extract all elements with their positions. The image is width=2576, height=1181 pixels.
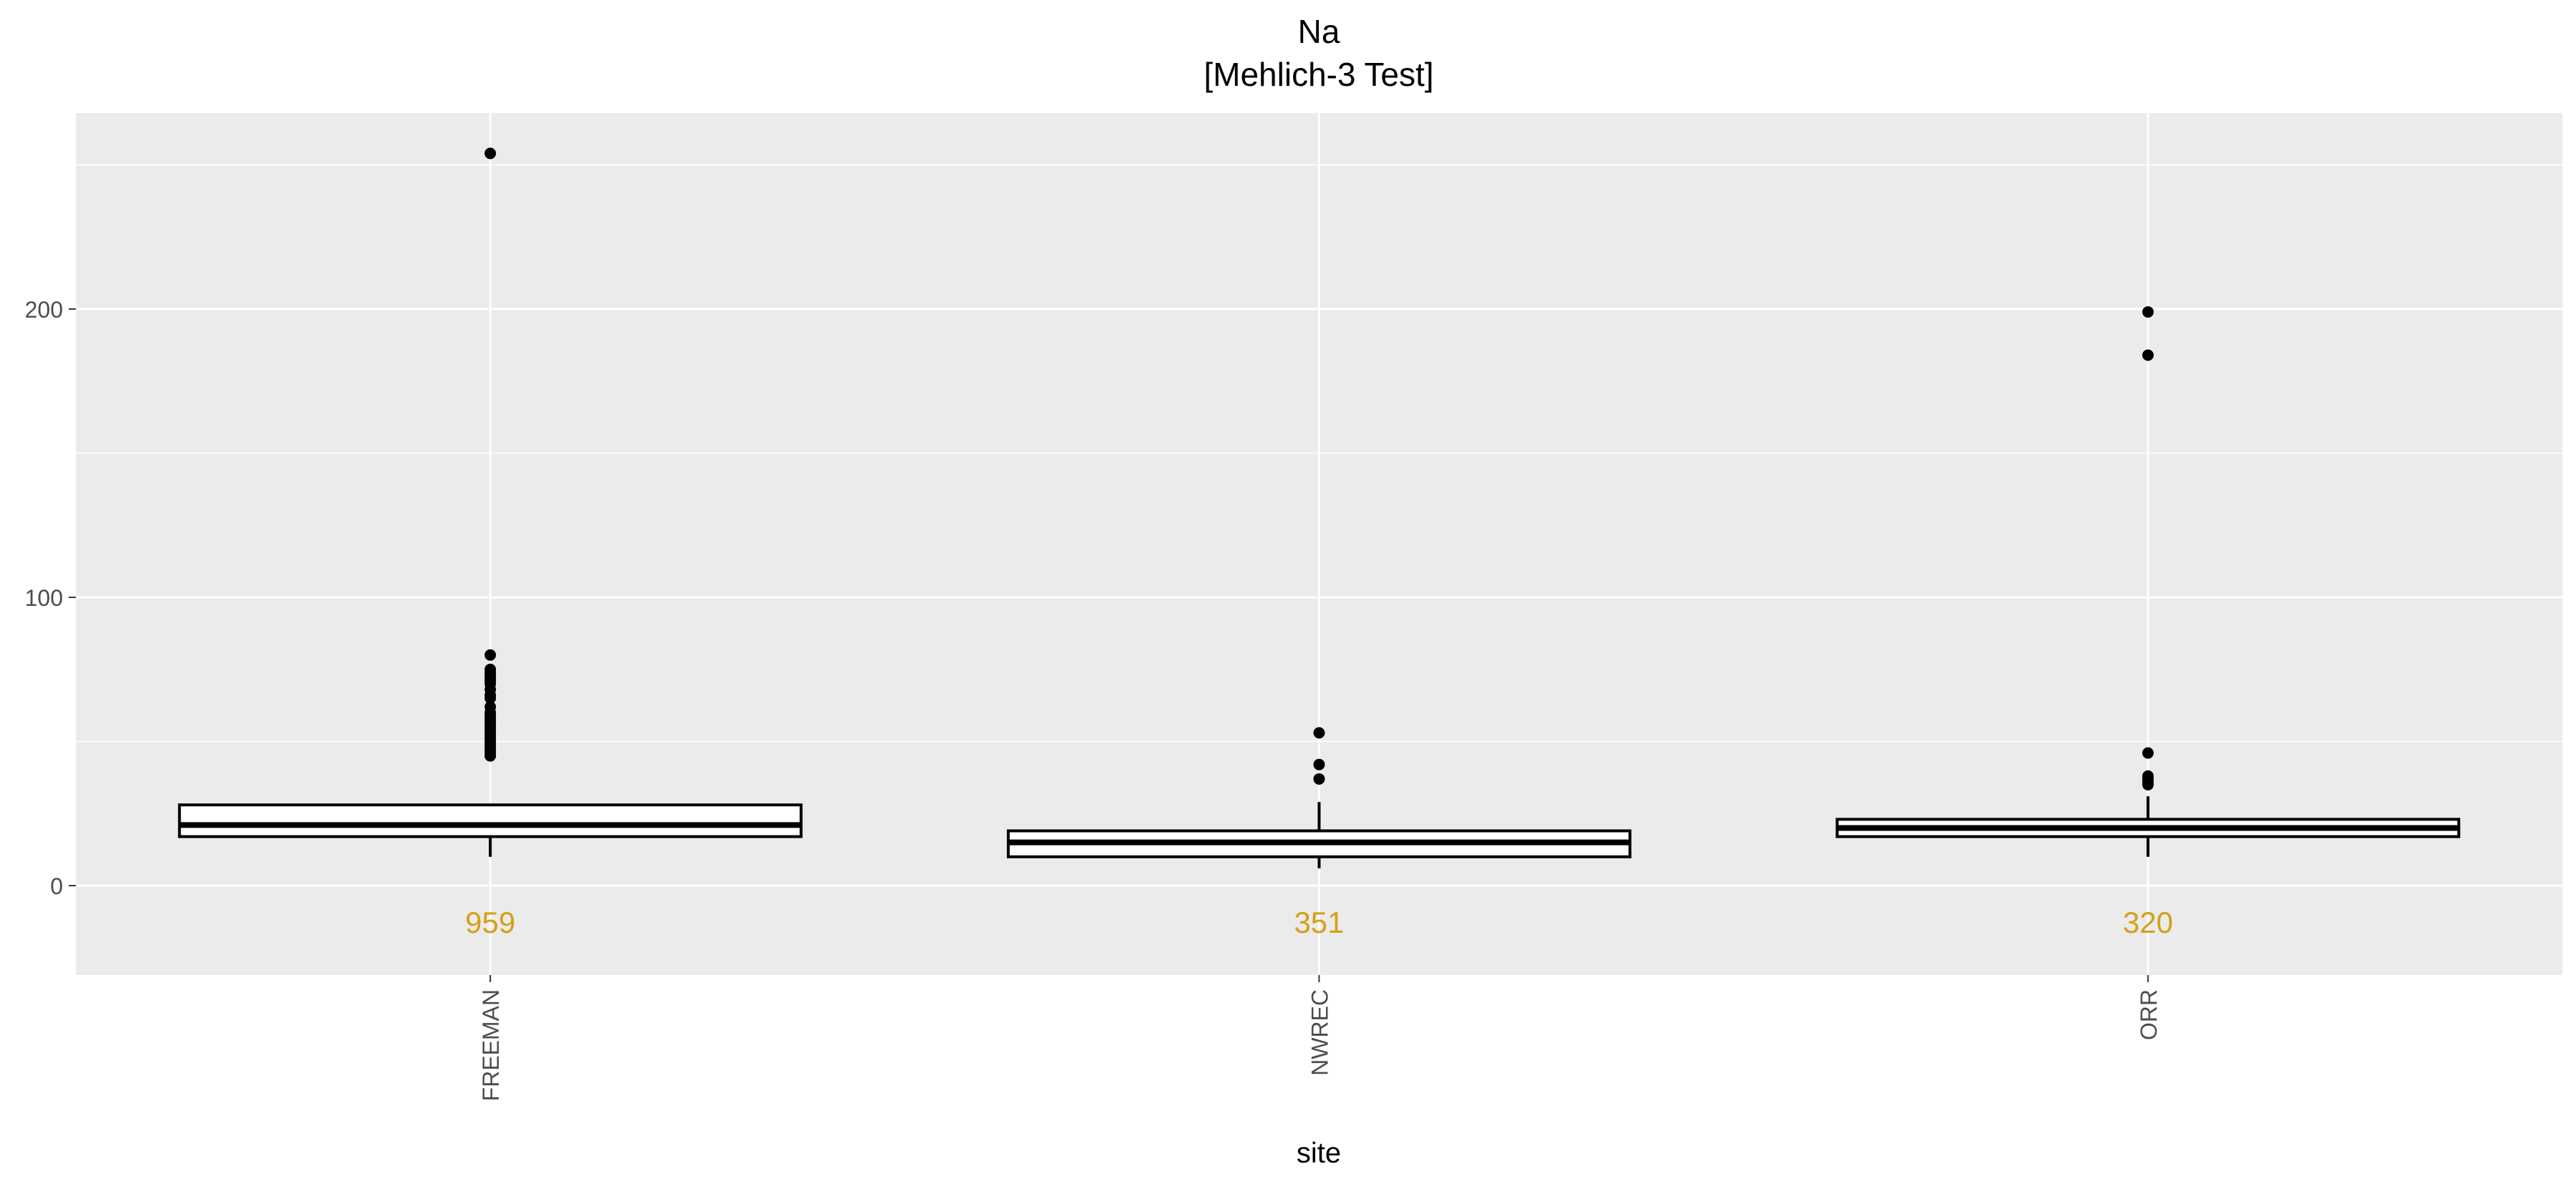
count-label: 351	[1294, 906, 1344, 939]
iqr-box	[177, 803, 803, 838]
outlier-point	[484, 663, 497, 675]
boxes: 959 351 320	[177, 147, 2461, 939]
outlier-point	[484, 701, 497, 713]
outlier-point	[1313, 758, 1325, 770]
outlier-point	[2142, 747, 2154, 759]
outlier-point	[484, 147, 497, 160]
chart-subtitle: [Mehlich-3 Test]	[1204, 56, 1433, 93]
count-label: 959	[465, 906, 515, 939]
box-nwrec: 351	[1007, 727, 1631, 939]
x-tick-label: ORR	[2136, 989, 2162, 1040]
x-tick-label: NWREC	[1307, 989, 1333, 1076]
y-tick-label: 100	[25, 585, 63, 611]
outlier-point	[2142, 306, 2154, 318]
outlier-point	[2142, 770, 2154, 782]
x-axis-label: site	[1297, 1137, 1341, 1169]
outlier-point	[484, 649, 497, 661]
box-orr: 320	[1835, 306, 2461, 939]
x-axis: FREEMAN NWREC ORR	[478, 975, 2162, 1101]
outlier-point	[1313, 727, 1325, 739]
outlier-point	[1313, 773, 1325, 785]
count-label: 320	[2123, 906, 2173, 939]
y-tick-label: 200	[25, 297, 63, 323]
y-tick-label: 0	[50, 873, 63, 899]
chart-title: Na	[1298, 13, 1340, 50]
outlier-point	[2142, 349, 2154, 361]
y-axis: 0 100 200	[25, 297, 76, 899]
x-tick-label: FREEMAN	[478, 989, 504, 1101]
box-freeman: 959	[177, 147, 803, 939]
